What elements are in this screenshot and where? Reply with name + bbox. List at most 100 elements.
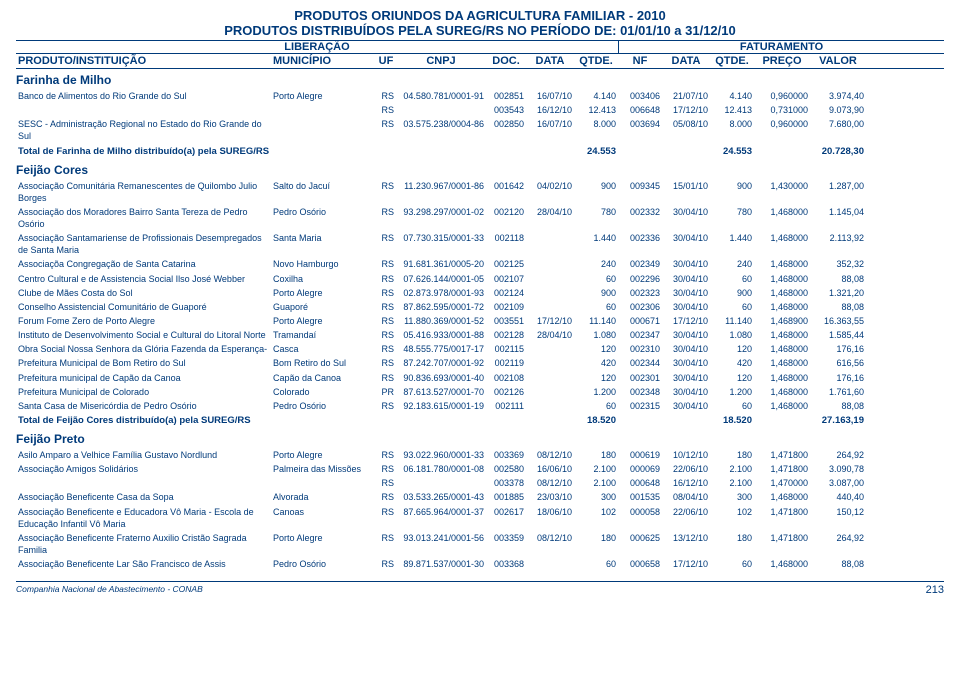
cell: 2.100 [574,462,618,476]
cell: Tramandaí [271,328,376,342]
cell: 05.416.933/0001-88 [396,328,486,342]
table-row: Forum Fome Zero de Porto AlegrePorto Ale… [16,314,944,328]
cell [526,399,574,413]
cell: 180 [574,531,618,557]
cell: Pedro Osório [271,399,376,413]
cell: 1,470000 [754,476,810,490]
table-row: Clube de Mães Costa do SolPorto AlegreRS… [16,286,944,300]
cell: 93.298.297/0001-02 [396,205,486,231]
cell: 17/12/10 [662,314,710,328]
cell: 13/12/10 [662,531,710,557]
cell: 16/06/10 [526,462,574,476]
cell: 000058 [618,505,662,531]
cell: 264,92 [810,531,866,557]
cell: 1,468000 [754,231,810,257]
cell: 3.090,78 [810,462,866,476]
cell: 003378 [486,476,526,490]
cell: 21/07/10 [662,89,710,103]
cell: 22/06/10 [662,462,710,476]
section-heading: Farinha de Milho [16,73,944,87]
table-row: RS00354316/12/1012.41300664817/12/1012.4… [16,103,944,117]
cell: 30/04/10 [662,257,710,271]
cell: RS [376,557,396,571]
cell: 0,960000 [754,89,810,103]
cell: 240 [574,257,618,271]
table-row: Associação dos Moradores Bairro Santa Te… [16,205,944,231]
cell: 89.871.537/0001-30 [396,557,486,571]
cell: 0,960000 [754,117,810,143]
table-row: Associação Comunitária Remanescentes de … [16,179,944,205]
cell: 150,12 [810,505,866,531]
cell: Coxilha [271,272,376,286]
cell: 003406 [618,89,662,103]
cell: 120 [710,342,754,356]
cell: RS [376,342,396,356]
cell: 03.575.238/0004-86 [396,117,486,143]
cell: Instituto de Desenvolvimento Social e Cu… [16,328,271,342]
cell: 60 [574,399,618,413]
table-row: Prefeitura Municipal de ColoradoColorado… [16,385,944,399]
table-row: Centro Cultural e de Assistencia Social … [16,272,944,286]
col-preco: PREÇO [754,54,810,68]
cell [271,117,376,143]
cell [271,476,376,490]
cell: 90.836.693/0001-40 [396,371,486,385]
cell: 180 [710,531,754,557]
cell: 001535 [618,490,662,504]
cell: 60 [710,300,754,314]
table-row: Associação Beneficente Casa da SopaAlvor… [16,490,944,504]
cell: 120 [574,371,618,385]
cell: 30/04/10 [662,399,710,413]
cell: 12.413 [710,103,754,117]
cell: 12.413 [574,103,618,117]
cell: RS [376,286,396,300]
table-row: Santa Casa de Misericórdia de Pedro Osór… [16,399,944,413]
cell: 002580 [486,462,526,476]
cell: 900 [574,179,618,205]
cell: 1.200 [574,385,618,399]
table-row: Associação Beneficente Lar São Francisco… [16,557,944,571]
cell: RS [376,257,396,271]
cell: 88,08 [810,557,866,571]
cell [526,356,574,370]
cell: RS [376,103,396,117]
cell: 3.974,40 [810,89,866,103]
cell: 08/04/10 [662,490,710,504]
cell: SESC - Administração Regional no Estado … [16,117,271,143]
cell: 93.013.241/0001-56 [396,531,486,557]
cell: 30/04/10 [662,286,710,300]
cell: 000658 [618,557,662,571]
total-qtde: 24.553 [574,144,618,159]
header-columns: PRODUTO/INSTITUIÇÃO MUNICÍPIO UF CNPJ DO… [16,54,944,69]
cell: Porto Alegre [271,314,376,328]
cell: 7.680,00 [810,117,866,143]
cell: 1,471800 [754,505,810,531]
table-row: Prefeitura municipal de Capão da CanoaCa… [16,371,944,385]
cell: 002347 [618,328,662,342]
cell: 08/12/10 [526,448,574,462]
cell: 28/04/10 [526,328,574,342]
cell: RS [376,490,396,504]
table-row: Banco de Alimentos do Rio Grande do SulP… [16,89,944,103]
cell: Clube de Mães Costa do Sol [16,286,271,300]
report-title-1: PRODUTOS ORIUNDOS DA AGRICULTURA FAMILIA… [16,8,944,23]
cell: 04.580.781/0001-91 [396,89,486,103]
cell: 002126 [486,385,526,399]
col-produto: PRODUTO/INSTITUIÇÃO [16,54,271,68]
cell: 003368 [486,557,526,571]
table-row: Associação Beneficente Fraterno Auxilio … [16,531,944,557]
cell: Associação Beneficente e Educadora Vô Ma… [16,505,271,531]
cell: 1.585,44 [810,328,866,342]
cell: 002344 [618,356,662,370]
total-qtde: 18.520 [574,413,618,428]
cell: 003551 [486,314,526,328]
cell [526,257,574,271]
cell: Guaporé [271,300,376,314]
cell: 4.140 [710,89,754,103]
cell [16,103,271,117]
cell [526,371,574,385]
table-row: Prefeitura Municipal de Bom Retiro do Su… [16,356,944,370]
cell: Bom Retiro do Sul [271,356,376,370]
cell: 1,468000 [754,557,810,571]
cell: 06.181.780/0001-08 [396,462,486,476]
